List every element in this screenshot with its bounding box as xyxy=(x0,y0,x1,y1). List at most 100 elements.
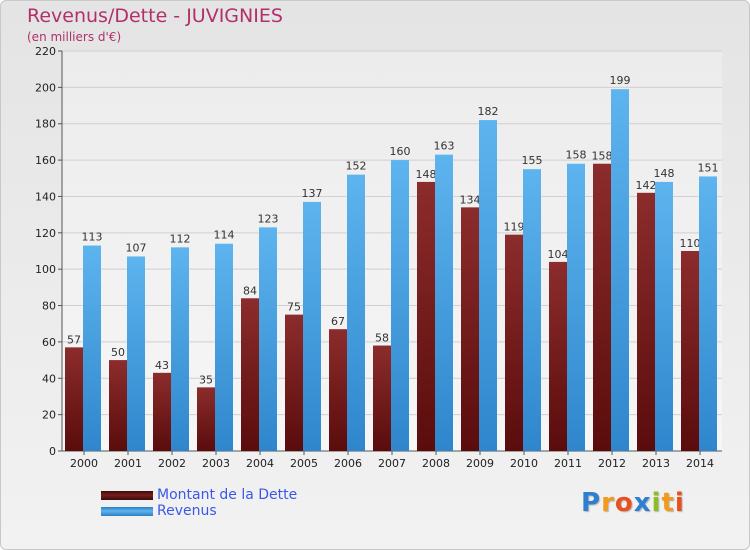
data-label-dette: 58 xyxy=(375,332,389,345)
x-tick-label: 2013 xyxy=(642,457,670,470)
bar-revenus xyxy=(611,89,629,451)
bar-revenus xyxy=(215,243,233,451)
data-label-revenus: 182 xyxy=(478,105,499,118)
y-tick-label: 180 xyxy=(35,118,56,131)
legend-swatch-revenus xyxy=(101,507,153,516)
data-label-revenus: 160 xyxy=(390,145,411,158)
y-tick-label: 60 xyxy=(42,336,56,349)
data-label-dette: 57 xyxy=(67,333,81,346)
proxiti-logo: Proxiti xyxy=(581,488,685,518)
x-tick-label: 2011 xyxy=(554,457,582,470)
bar-revenus xyxy=(567,163,585,451)
data-label-revenus: 163 xyxy=(434,140,455,153)
data-label-dette: 148 xyxy=(416,168,437,181)
bar-dette xyxy=(241,298,259,451)
bar-revenus xyxy=(259,227,277,451)
logo-letter: t xyxy=(661,488,675,518)
bar-revenus xyxy=(523,169,541,451)
x-tick-label: 2012 xyxy=(598,457,626,470)
bar-revenus xyxy=(83,245,101,451)
bar-revenus xyxy=(699,176,717,452)
data-label-revenus: 155 xyxy=(522,154,543,167)
data-label-dette: 43 xyxy=(155,359,169,372)
bar-dette xyxy=(65,347,83,451)
data-label-dette: 104 xyxy=(548,248,569,261)
y-tick-label: 140 xyxy=(35,190,56,203)
data-label-dette: 50 xyxy=(111,346,125,359)
x-tick-label: 2000 xyxy=(70,457,98,470)
data-label-revenus: 112 xyxy=(170,232,191,245)
x-tick-label: 2009 xyxy=(466,457,494,470)
y-tick-label: 20 xyxy=(42,409,56,422)
bar-revenus xyxy=(171,247,189,451)
y-tick-label: 0 xyxy=(49,445,56,458)
bar-dette xyxy=(549,261,567,451)
y-tick-label: 100 xyxy=(35,263,56,276)
x-tick-label: 2005 xyxy=(290,457,318,470)
bar-dette xyxy=(109,360,127,451)
data-label-revenus: 151 xyxy=(698,161,719,174)
data-label-revenus: 199 xyxy=(610,74,631,87)
bar-dette xyxy=(593,163,611,451)
bar-dette xyxy=(417,181,435,451)
data-label-revenus: 137 xyxy=(302,187,323,200)
bar-revenus xyxy=(303,201,321,451)
data-label-revenus: 152 xyxy=(346,160,367,173)
data-label-dette: 84 xyxy=(243,284,257,297)
bar-dette xyxy=(197,387,215,451)
data-label-dette: 119 xyxy=(504,221,525,234)
data-label-revenus: 158 xyxy=(566,149,587,162)
x-tick-label: 2003 xyxy=(202,457,230,470)
logo-letter: o xyxy=(614,488,634,518)
y-tick-label: 200 xyxy=(35,81,56,94)
legend-label-dette: Montant de la Dette xyxy=(157,487,298,503)
y-tick-label: 80 xyxy=(42,300,56,313)
legend-swatch-dette xyxy=(101,491,153,500)
bar-revenus xyxy=(479,120,497,451)
bar-dette xyxy=(637,192,655,451)
data-label-dette: 142 xyxy=(636,179,657,192)
data-label-dette: 134 xyxy=(460,193,481,206)
y-tick-label: 120 xyxy=(35,227,56,240)
legend-label-revenus: Revenus xyxy=(157,503,217,519)
bar-dette xyxy=(681,251,699,451)
data-label-dette: 110 xyxy=(680,237,701,250)
data-label-dette: 35 xyxy=(199,373,213,386)
x-tick-label: 2010 xyxy=(510,457,538,470)
data-label-dette: 67 xyxy=(331,315,345,328)
x-tick-label: 2006 xyxy=(334,457,362,470)
bar-dette xyxy=(461,207,479,451)
chart-title: Revenus/Dette - JUVIGNIES xyxy=(27,5,283,27)
x-tick-label: 2007 xyxy=(378,457,406,470)
x-tick-label: 2004 xyxy=(246,457,274,470)
bar-revenus xyxy=(127,256,145,451)
logo-letter: P xyxy=(581,488,602,518)
x-tick-label: 2014 xyxy=(686,457,714,470)
data-label-revenus: 107 xyxy=(126,241,147,254)
bar-dette xyxy=(153,372,171,451)
bar-revenus xyxy=(435,154,453,452)
y-tick-label: 220 xyxy=(35,45,56,58)
chart-subtitle: (en milliers d'€) xyxy=(27,30,122,44)
logo-letter: x xyxy=(633,488,652,518)
x-tick-label: 2008 xyxy=(422,457,450,470)
logo-letter: r xyxy=(601,488,615,518)
data-label-revenus: 113 xyxy=(82,231,103,244)
y-tick-label: 40 xyxy=(42,372,56,385)
bar-revenus xyxy=(655,181,673,451)
logo-letter: i xyxy=(651,488,662,518)
bar-revenus xyxy=(391,160,409,451)
bar-dette xyxy=(505,234,523,451)
bar-dette xyxy=(329,329,347,451)
data-label-dette: 158 xyxy=(592,150,613,163)
data-label-revenus: 114 xyxy=(214,229,235,242)
x-tick-label: 2001 xyxy=(114,457,142,470)
bar-revenus xyxy=(347,174,365,452)
data-label-dette: 75 xyxy=(287,301,301,314)
bar-dette xyxy=(285,314,303,451)
bar-dette xyxy=(373,345,391,451)
data-label-revenus: 148 xyxy=(654,167,675,180)
y-tick-label: 160 xyxy=(35,154,56,167)
logo-letter: i xyxy=(674,488,685,518)
